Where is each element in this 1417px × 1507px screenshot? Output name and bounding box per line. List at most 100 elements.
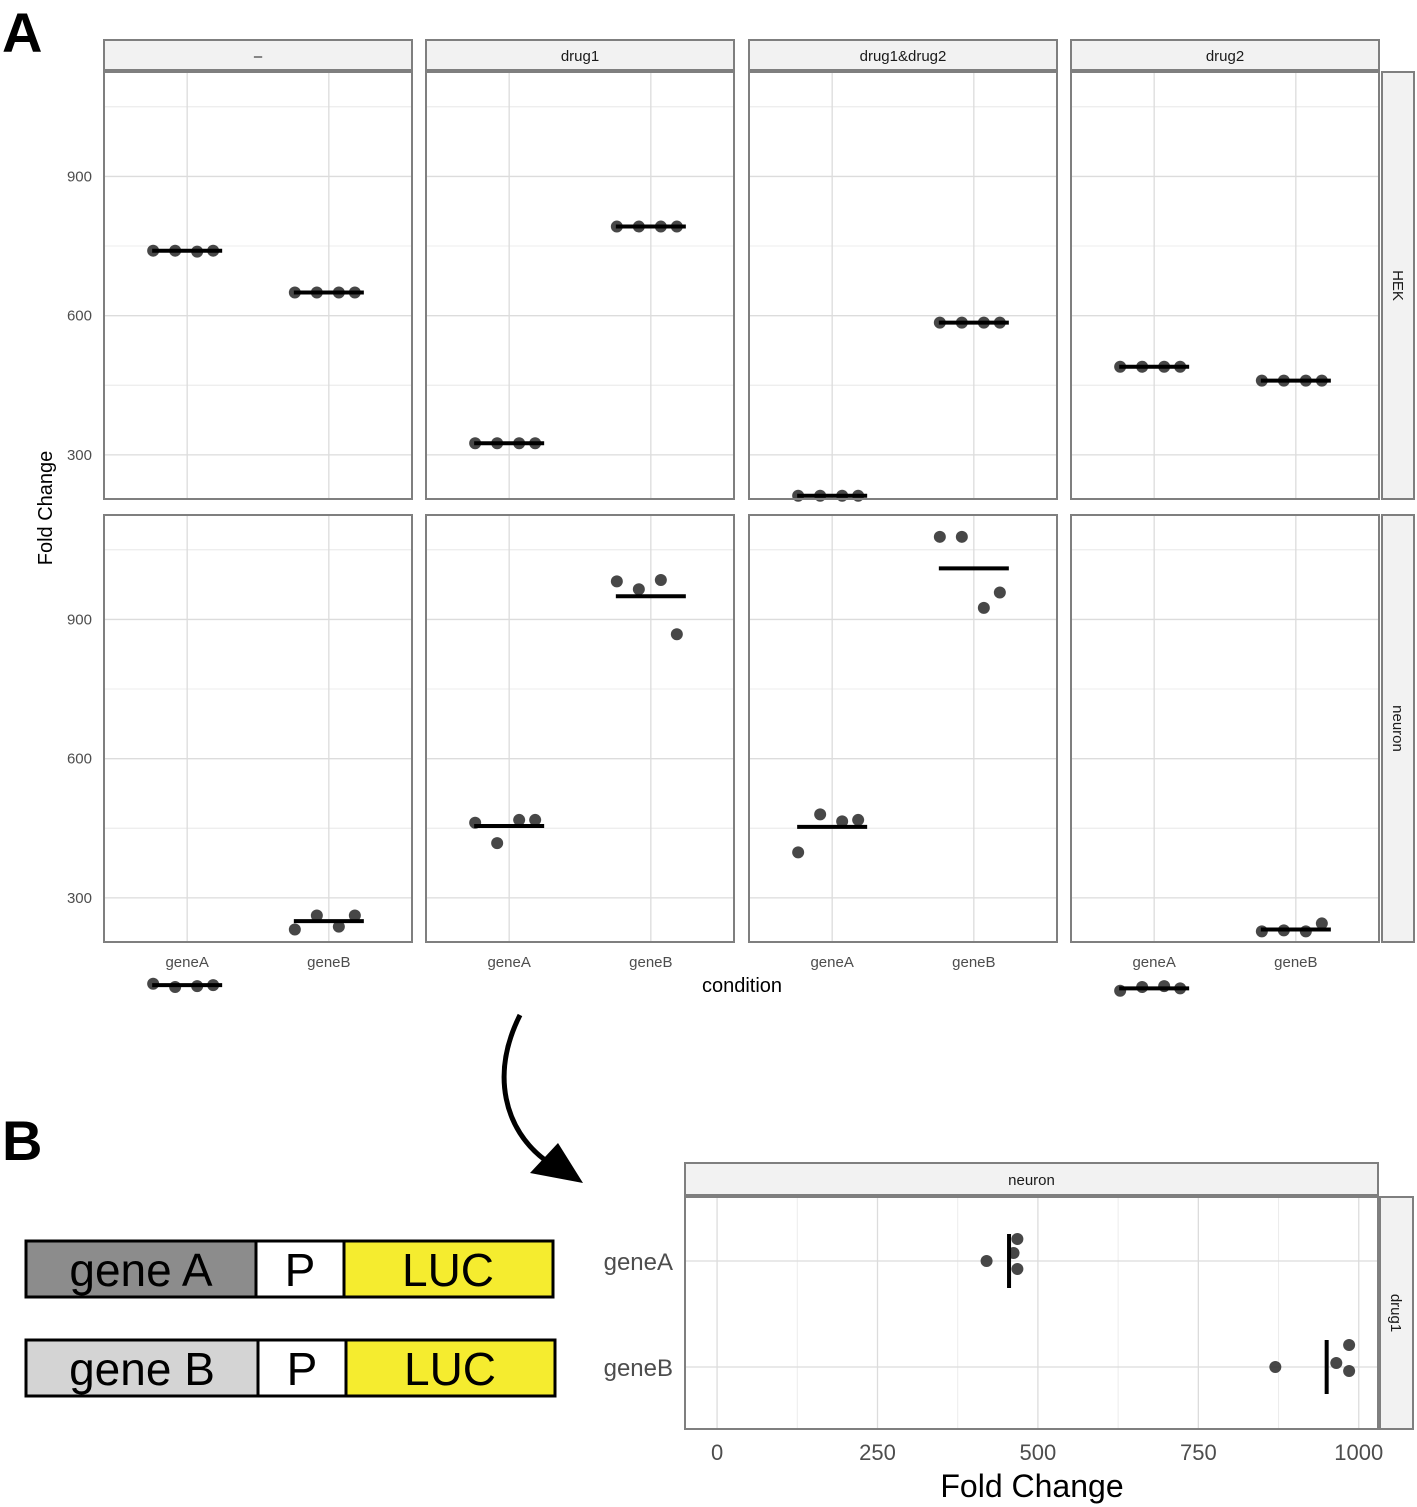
data-point <box>332 920 345 933</box>
facet-strip-col <box>103 39 413 71</box>
panel-border <box>1070 71 1380 500</box>
data-point <box>310 909 323 922</box>
facet-strip-row <box>1381 71 1415 500</box>
construct-promoter-box <box>254 1239 346 1299</box>
facet-panel <box>1070 514 1380 997</box>
data-point <box>1269 1361 1282 1373</box>
y-tick-label: geneB <box>604 1355 673 1382</box>
data-point <box>792 846 805 859</box>
construct-promoter-label: P <box>287 1343 318 1395</box>
panel-background <box>104 72 412 499</box>
y-tick-label: 900 <box>67 611 92 628</box>
facet-chart: condition Fold Change – drug1 drug1&drug2 d… <box>35 39 1415 997</box>
x-tick-label: 250 <box>859 1440 896 1465</box>
construct-reporter-label: LUC <box>402 1244 494 1296</box>
data-point <box>654 573 667 586</box>
panel-background <box>104 515 412 942</box>
facet-panel <box>1070 71 1380 500</box>
x-tick-label: geneA <box>487 954 530 971</box>
y-tick-label: 900 <box>67 168 92 185</box>
facet-strip-col <box>1070 39 1380 71</box>
construct-reporter-box <box>344 1338 557 1398</box>
construct-gene-box <box>24 1239 258 1299</box>
curved-arrow-icon <box>501 1013 583 1183</box>
data-point <box>836 815 849 828</box>
panel-background <box>426 515 734 942</box>
facet-panel <box>748 71 1058 502</box>
neuron-drug1-chart: Fold Change neuron drug1 0 250 500 750 1000 gen… <box>604 1162 1414 1504</box>
panel-border <box>748 71 1058 500</box>
y-tick-label: 600 <box>67 308 92 325</box>
panel-background <box>685 1197 1378 1429</box>
x-tick-label: geneB <box>307 954 350 971</box>
y-tick-label: 300 <box>67 890 92 907</box>
facet-strip-col <box>425 39 735 71</box>
panel-border <box>1070 514 1380 943</box>
data-point <box>1343 1365 1356 1377</box>
data-point <box>977 601 990 614</box>
data-point <box>1011 1233 1024 1245</box>
data-point <box>814 808 827 821</box>
x-tick-label: 750 <box>1180 1440 1217 1465</box>
construct-gene-label: gene A <box>69 1244 213 1296</box>
data-point <box>1330 1357 1343 1369</box>
facet-strip-label: HEK <box>1389 270 1406 301</box>
facet-strip-label: drug1&drug2 <box>860 48 947 65</box>
panel-border <box>748 514 1058 943</box>
x-tick-label: geneB <box>952 954 995 971</box>
construct-promoter-box <box>256 1338 348 1398</box>
facet-strip-label: drug1 <box>561 48 599 65</box>
x-axis-title: Fold Change <box>940 1468 1123 1504</box>
y-tick-label: geneA <box>604 1249 673 1276</box>
panel-border <box>425 514 735 943</box>
facet-strip-label: neuron <box>1389 705 1406 752</box>
construct-promoter-label: P <box>285 1244 316 1296</box>
panel-background <box>426 72 734 499</box>
facet-strip-label: drug2 <box>1206 48 1244 65</box>
panel-background <box>1071 72 1379 499</box>
x-tick-label: geneB <box>1274 954 1317 971</box>
x-tick-label: geneA <box>810 954 853 971</box>
panel-border <box>425 71 735 500</box>
y-tick-label: 300 <box>67 447 92 464</box>
facet-strip-col <box>684 1162 1379 1196</box>
facet-panel <box>425 71 735 500</box>
data-point <box>529 813 542 826</box>
construct-gene-a: gene A P LUC <box>24 1239 555 1299</box>
facet-strip-row <box>1381 514 1415 943</box>
construct-gene-label: gene B <box>69 1343 215 1395</box>
data-point <box>933 530 946 543</box>
facet-strip-row <box>1379 1196 1414 1430</box>
construct-gene-b: gene B P LUC <box>24 1338 557 1398</box>
panel-background <box>749 72 1057 499</box>
panel-border <box>103 71 413 500</box>
x-tick-label: geneB <box>629 954 672 971</box>
construct-reporter-box <box>342 1239 555 1299</box>
facet-panel <box>103 514 413 994</box>
reporter-constructs: gene A P LUC gene B P LUC <box>24 1239 557 1398</box>
data-point <box>610 575 623 588</box>
facet-strip-label: drug1 <box>1387 1294 1404 1332</box>
x-axis-title: condition <box>702 975 782 997</box>
data-point <box>632 583 645 596</box>
panel-letter-b: B <box>2 1109 42 1172</box>
data-point <box>1315 917 1328 930</box>
x-tick-label: 0 <box>711 1440 723 1465</box>
data-point <box>993 586 1006 599</box>
panel-background <box>749 515 1057 942</box>
x-tick-label: geneA <box>1132 954 1175 971</box>
panel-border <box>684 1196 1379 1430</box>
x-tick-label: 1000 <box>1334 1440 1383 1465</box>
data-point <box>955 530 968 543</box>
y-axis-title: Fold Change <box>35 451 57 566</box>
y-tick-label: 600 <box>67 751 92 768</box>
data-point <box>288 923 301 936</box>
data-point <box>1343 1339 1356 1351</box>
data-point <box>348 909 361 922</box>
panel-border <box>103 514 413 943</box>
data-point <box>491 837 504 850</box>
facet-panel <box>748 514 1058 943</box>
data-point <box>852 813 865 826</box>
facet-strip-label: neuron <box>1008 1172 1055 1189</box>
